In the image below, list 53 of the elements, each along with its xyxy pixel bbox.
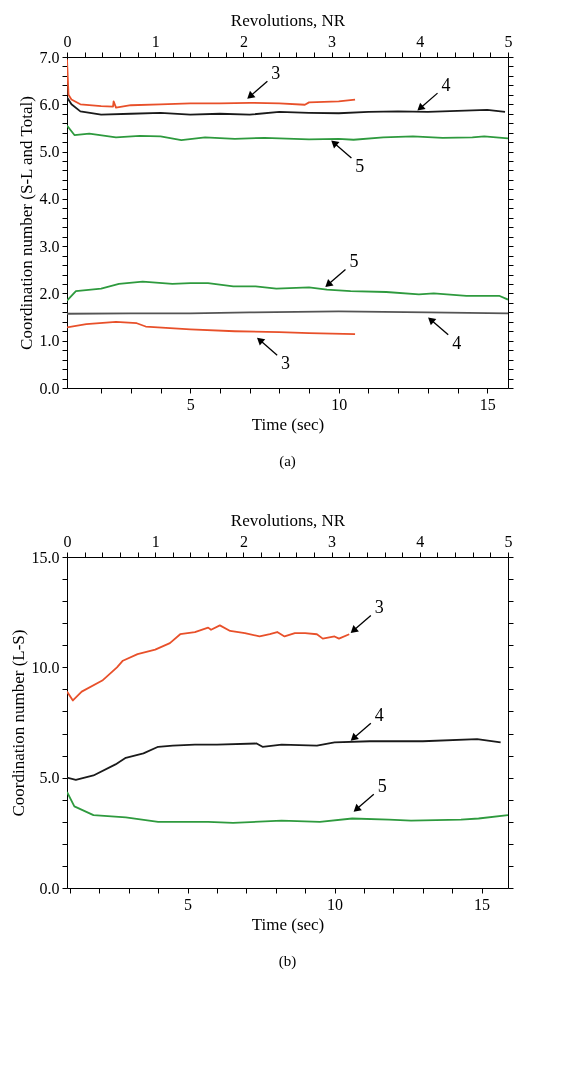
y-tick-label: 0.0: [39, 379, 60, 397]
x-tick-label: 10: [331, 395, 348, 413]
text: (a): [279, 453, 296, 470]
annotation: 5: [349, 251, 359, 272]
x2-tick-label: 3: [328, 32, 337, 50]
y-tick-label: 5.0: [39, 769, 60, 787]
x2-axis-title: Revolutions, NR: [230, 510, 346, 530]
y-tick-label: 1.0: [39, 332, 60, 350]
x2-tick-label: 3: [328, 532, 337, 550]
annotation: 5: [355, 156, 365, 177]
y-axis-title: Coordination number (S-L and Total): [16, 96, 36, 350]
annotation: 5: [377, 775, 387, 796]
y-tick-label: 4.0: [39, 190, 60, 208]
x-tick-label: 10: [327, 895, 344, 913]
line-series: [67, 280, 508, 302]
x2-tick-label: 5: [504, 32, 513, 50]
annotation: 3: [374, 597, 384, 618]
x-axis-title: Time (sec): [251, 914, 325, 934]
x2-tick-label: 4: [416, 532, 425, 550]
x2-tick-label: 4: [416, 32, 425, 50]
x2-tick-label: 1: [151, 32, 160, 50]
y-tick-label: 6.0: [39, 95, 60, 113]
x-axis-title: Time (sec): [251, 414, 325, 434]
x2-tick-label: 2: [239, 532, 248, 550]
x2-tick-label: 0: [63, 32, 72, 50]
y-axis-title: Coordination number (L-S): [8, 629, 28, 817]
x2-tick-label: 1: [151, 532, 160, 550]
y-tick-label: 2.0: [39, 284, 60, 302]
text: (b): [278, 953, 297, 970]
y-tick-label: 7.0: [39, 48, 60, 66]
x-tick-label: 5: [186, 395, 195, 413]
x-tick-label: 15: [479, 395, 496, 413]
annotation: 4: [374, 704, 384, 725]
line-series: [67, 320, 356, 335]
line-series: [67, 791, 508, 824]
x2-tick-label: 2: [239, 32, 248, 50]
y-tick-label: 3.0: [39, 237, 60, 255]
y-tick-label: 10.0: [31, 658, 60, 676]
x-tick-label: 15: [474, 895, 491, 913]
x2-tick-label: 0: [63, 532, 72, 550]
y-tick-label: 15.0: [31, 548, 60, 566]
x2-tick-label: 5: [504, 532, 513, 550]
line-series: [67, 96, 506, 116]
x-tick-label: 5: [184, 895, 193, 913]
x2-axis-title: Revolutions, NR: [230, 10, 346, 30]
annotation: 4: [441, 74, 451, 95]
annotation: 3: [271, 63, 281, 84]
annotation: 3: [281, 353, 291, 374]
y-tick-label: 0.0: [39, 879, 60, 897]
line-series: [67, 58, 356, 109]
line-series: [67, 738, 502, 781]
y-tick-label: 5.0: [39, 143, 60, 161]
annotation: 4: [452, 333, 462, 354]
